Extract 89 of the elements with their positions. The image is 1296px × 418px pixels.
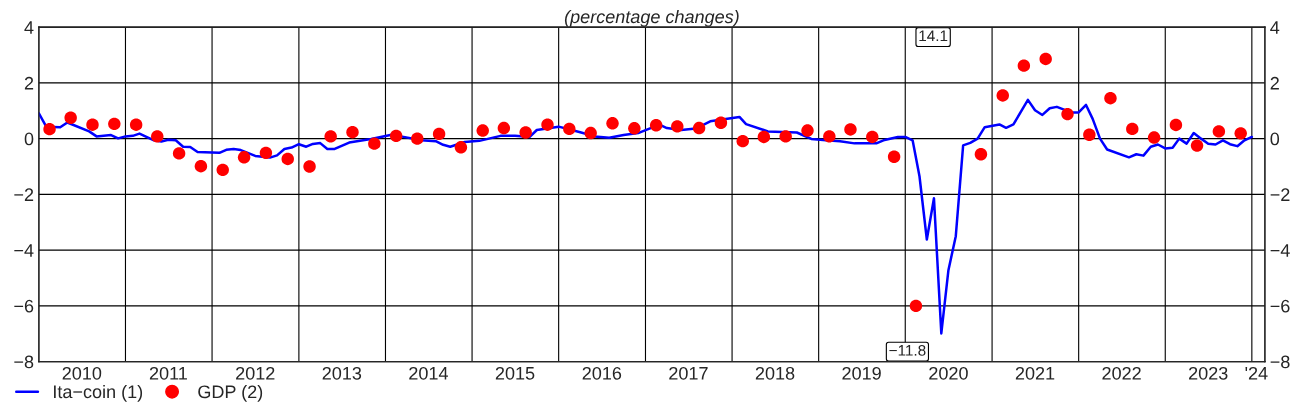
point <box>628 122 641 135</box>
point <box>541 118 554 131</box>
chart-title: (percentage changes) <box>564 9 739 27</box>
point <box>823 130 836 143</box>
y2-tick-label: −8 <box>1270 355 1290 369</box>
point <box>563 122 576 136</box>
point <box>324 130 337 143</box>
point <box>476 124 489 137</box>
point <box>216 163 229 177</box>
line-series <box>38 98 1254 335</box>
point <box>584 126 597 140</box>
point <box>1234 127 1247 140</box>
x-tick-label: 2014 <box>409 366 448 380</box>
point <box>974 148 988 161</box>
point <box>1147 131 1161 144</box>
point <box>909 299 923 313</box>
point <box>1126 122 1139 136</box>
point <box>866 130 879 144</box>
point <box>194 160 208 173</box>
y2-tick-label: 2 <box>1270 76 1279 90</box>
point <box>346 126 359 139</box>
y-tick-label: −6 <box>14 299 34 313</box>
point <box>259 146 273 160</box>
point <box>606 117 619 130</box>
point <box>1083 128 1096 141</box>
point <box>389 129 403 143</box>
point <box>1212 125 1226 138</box>
point <box>1169 118 1183 132</box>
point <box>281 152 294 166</box>
y-tick-label: 2 <box>24 76 34 90</box>
point <box>454 141 468 154</box>
point <box>172 147 186 160</box>
x-tick-label: 2017 <box>669 366 708 380</box>
point <box>237 151 251 164</box>
x-tick-label: 2011 <box>149 366 187 380</box>
y-tick-label: −2 <box>14 188 34 201</box>
point <box>671 120 684 133</box>
x-tick-label: 2021 <box>1015 366 1055 380</box>
point <box>519 126 532 139</box>
x-tick-label: 2023 <box>1189 366 1228 380</box>
x-tick-label: 2015 <box>495 366 535 380</box>
point <box>432 127 446 141</box>
point <box>64 111 77 124</box>
x-tick-label: 2012 <box>236 366 275 380</box>
y-tick-label: 0 <box>24 132 34 146</box>
point <box>887 150 901 163</box>
annotation: −11.8 <box>889 344 926 356</box>
point <box>86 118 99 131</box>
y2-tick-label: −6 <box>1270 299 1290 313</box>
y-tick-label: −8 <box>14 355 34 369</box>
x-tick-label: 2018 <box>755 366 795 380</box>
x-tick-label: 2020 <box>929 366 968 380</box>
y-tick-label: −4 <box>14 244 34 257</box>
point <box>649 119 663 132</box>
point <box>43 122 56 136</box>
annotation: 14.1 <box>919 30 948 42</box>
legend-label: Ita−coin (1) <box>54 384 143 402</box>
y2-tick-label: 0 <box>1270 132 1280 146</box>
x-tick-label: '24 <box>1245 366 1268 380</box>
point <box>996 89 1009 102</box>
point <box>757 130 771 144</box>
point <box>497 121 511 135</box>
point <box>1190 139 1204 152</box>
x-tick-label: 2022 <box>1102 366 1141 380</box>
y2-tick-label: 4 <box>1270 21 1280 34</box>
point <box>368 137 381 150</box>
point <box>108 117 121 131</box>
point <box>844 123 857 136</box>
point <box>1061 107 1074 121</box>
point <box>801 124 814 137</box>
point <box>714 116 728 129</box>
y2-tick-label: −2 <box>1270 188 1290 201</box>
point <box>736 134 749 148</box>
x-tick-label: 2016 <box>582 366 622 380</box>
legend-label: GDP (2) <box>198 384 263 402</box>
point <box>779 130 792 143</box>
x-tick-label: 2013 <box>322 366 362 380</box>
point <box>411 132 424 145</box>
point <box>1017 59 1031 72</box>
point <box>151 130 164 143</box>
y2-tick-label: −4 <box>1270 244 1290 257</box>
y-tick-label: 4 <box>24 21 34 34</box>
point <box>129 118 143 131</box>
point <box>303 160 316 173</box>
x-tick-label: 2019 <box>842 366 881 380</box>
point <box>1039 52 1052 66</box>
point <box>692 121 706 135</box>
x-tick-label: 2010 <box>62 366 102 380</box>
point <box>1104 92 1117 105</box>
